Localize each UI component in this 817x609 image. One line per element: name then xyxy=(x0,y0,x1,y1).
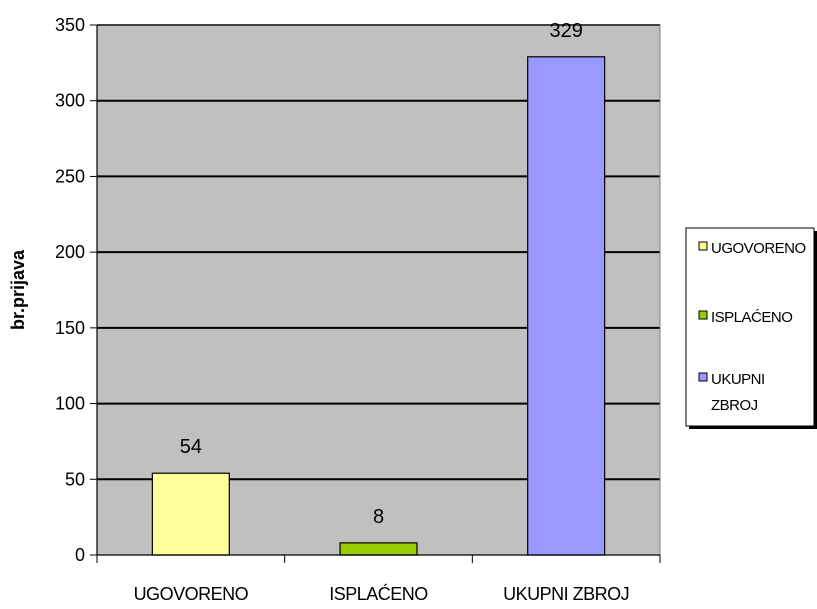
legend-swatch xyxy=(698,310,708,320)
axes xyxy=(90,24,661,563)
y-tick-label: 200 xyxy=(55,242,85,262)
legend-box xyxy=(685,227,815,427)
bar-isplaćeno xyxy=(339,542,418,556)
bar-ugovoreno xyxy=(151,472,230,556)
y-tick-label: 0 xyxy=(75,545,85,565)
y-tick-label: 150 xyxy=(55,318,85,338)
legend: UGOVORENO ISPLAĆENO UKUPNI ZBROJ xyxy=(685,227,817,429)
legend-label: UKUPNI xyxy=(711,371,765,388)
legend-label: ISPLAĆENO xyxy=(711,309,792,326)
legend-label: ZBROJ xyxy=(711,397,758,414)
y-tick-label: 300 xyxy=(55,91,85,111)
data-label: 54 xyxy=(180,436,202,458)
y-tick-label: 350 xyxy=(55,15,85,35)
y-tick-label: 100 xyxy=(55,394,85,414)
legend-swatch xyxy=(698,372,708,382)
y-axis-label: br.prijava xyxy=(8,249,28,330)
x-category-label: ISPLAĆENO xyxy=(329,583,428,604)
legend-label: UGOVORENO xyxy=(711,240,806,257)
x-category-labels: UGOVORENO ISPLAĆENO UKUPNI ZBROJ xyxy=(134,583,630,604)
bars xyxy=(151,56,606,556)
legend-swatch xyxy=(698,241,708,251)
data-label: 8 xyxy=(373,506,384,528)
data-label: 329 xyxy=(549,20,582,42)
data-labels: 54 8 329 xyxy=(180,20,583,528)
y-tick-labels: 0 50 100 150 200 250 300 350 xyxy=(55,15,85,565)
x-category-label: UGOVORENO xyxy=(134,584,249,604)
bar-ukupni-zbroj xyxy=(527,56,606,556)
y-tick-label: 50 xyxy=(65,469,85,489)
x-category-label: UKUPNI ZBROJ xyxy=(503,584,629,604)
y-tick-label: 250 xyxy=(55,166,85,186)
